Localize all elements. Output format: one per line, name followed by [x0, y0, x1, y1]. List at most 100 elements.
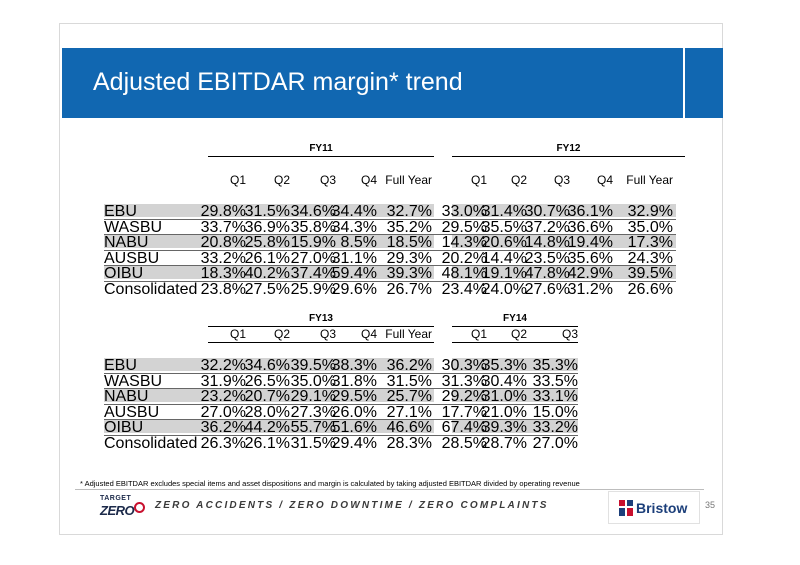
- table-cell: 35.0%: [627, 218, 673, 236]
- row-label: Consolidated: [104, 434, 198, 452]
- footer-divider: [75, 489, 704, 490]
- row-label: AUSBU: [104, 249, 160, 267]
- table-cell: 35.6%: [567, 249, 613, 267]
- table-cell: 31.1%: [331, 249, 377, 267]
- column-header: Q1: [470, 327, 487, 341]
- table-cell: 37.2%: [524, 218, 570, 236]
- table-cell: 25.8%: [244, 234, 290, 251]
- table-cell: 27.6%: [524, 280, 570, 298]
- table-cell: 25.7%: [386, 388, 432, 405]
- row-label: NABU: [104, 388, 149, 405]
- table-cell: 35.3%: [532, 357, 578, 374]
- row-shading: [104, 420, 208, 433]
- table-cell: 15.9%: [290, 234, 336, 251]
- row-shading: [208, 420, 434, 433]
- row-rule: [104, 403, 578, 405]
- page-title: Adjusted EBITDAR margin* trend: [93, 68, 463, 96]
- table-cell: 32.2%: [200, 357, 246, 374]
- column-header: Q2: [273, 173, 290, 187]
- table-cell: 27.0%: [290, 249, 336, 267]
- row-label: OIBU: [104, 265, 144, 282]
- table-cell: 28.5%: [441, 434, 487, 452]
- bristow-mark-icon: [619, 500, 633, 516]
- table-cell: 20.8%: [200, 234, 246, 251]
- row-shading: [104, 389, 208, 402]
- column-header: Q2: [510, 327, 527, 341]
- target-zero-logo-target: TARGET: [100, 495, 132, 502]
- table-cell: 14.3%: [441, 234, 487, 251]
- table-cell: 28.0%: [244, 403, 290, 421]
- table-cell: 14.8%: [524, 234, 570, 251]
- row-rule: [104, 419, 578, 420]
- table-cell: 31.5%: [386, 372, 432, 390]
- row-shading: [208, 358, 434, 371]
- target-zero-logo-zero: ZERO: [100, 503, 135, 518]
- row-label: WASBU: [104, 218, 163, 236]
- group-header-rule: [452, 156, 685, 157]
- table-cell: 34.6%: [290, 203, 336, 220]
- row-label: EBU: [104, 357, 137, 374]
- row-shading: [452, 358, 578, 371]
- header-rule: [452, 342, 578, 343]
- column-header: Q3: [553, 173, 570, 187]
- table-cell: 33.0%: [441, 203, 487, 220]
- column-header: Q2: [510, 173, 527, 187]
- table-cell: 42.9%: [567, 265, 613, 282]
- table-cell: 19.4%: [567, 234, 613, 251]
- row-rule: [104, 372, 578, 374]
- table-cell: 26.7%: [386, 280, 432, 298]
- table-cell: 47.8%: [524, 265, 570, 282]
- group-header-fy12: FY12: [556, 143, 581, 154]
- table-cell: 67.4%: [441, 419, 487, 436]
- table-cell: 46.6%: [386, 419, 432, 436]
- table-cell: 21.0%: [481, 403, 527, 421]
- table-cell: 31.5%: [290, 434, 336, 452]
- row-rule: [104, 388, 578, 389]
- table-cell: 28.7%: [481, 434, 527, 452]
- table-cell: 37.4%: [290, 265, 336, 282]
- column-header: Q3: [319, 173, 336, 187]
- table-cell: 38.3%: [331, 357, 377, 374]
- row-rule: [104, 265, 676, 266]
- row-rule: [104, 249, 676, 251]
- column-header: Q4: [360, 173, 377, 187]
- table-cell: 36.2%: [200, 419, 246, 436]
- table-cell: 29.2%: [441, 388, 487, 405]
- table-cell: 36.6%: [567, 218, 613, 236]
- table-cell: 31.0%: [481, 388, 527, 405]
- column-header: Q4: [596, 173, 613, 187]
- column-header: Q3: [319, 327, 336, 341]
- table-cell: 39.3%: [481, 419, 527, 436]
- column-header: Q1: [470, 173, 487, 187]
- row-shading: [104, 358, 208, 371]
- table-cell: 44.2%: [244, 419, 290, 436]
- column-header: Q4: [360, 327, 377, 341]
- table-cell: 29.3%: [386, 249, 432, 267]
- target-zero-logo: TARGET ZERO: [100, 495, 148, 519]
- row-label: Consolidated: [104, 280, 198, 298]
- table-cell: 14.4%: [481, 249, 527, 267]
- table-cell: 35.0%: [290, 372, 336, 390]
- table-cell: 59.4%: [331, 265, 377, 282]
- table-cell: 23.5%: [524, 249, 570, 267]
- table-cell: 28.3%: [386, 434, 432, 452]
- table-cell: 33.1%: [532, 388, 578, 405]
- table-cell: 36.2%: [386, 357, 432, 374]
- table-cell: 29.5%: [441, 218, 487, 236]
- table-cell: 27.1%: [386, 403, 432, 421]
- row-shading: [452, 204, 676, 217]
- table-cell: 24.0%: [481, 280, 527, 298]
- title-bar: [62, 48, 723, 118]
- table-cell: 23.8%: [200, 280, 246, 298]
- header-rule: [208, 342, 434, 343]
- table-cell: 40.2%: [244, 265, 290, 282]
- table-cell: 51.6%: [331, 419, 377, 436]
- table-cell: 35.8%: [290, 218, 336, 236]
- group-header-fy11: FY11: [309, 143, 333, 154]
- column-header: Full Year: [385, 173, 432, 187]
- table-cell: 26.1%: [244, 434, 290, 452]
- table-cell: 30.3%: [441, 357, 487, 374]
- row-shading: [452, 420, 578, 433]
- table-cell: 29.8%: [200, 203, 246, 220]
- row-shading: [104, 235, 208, 248]
